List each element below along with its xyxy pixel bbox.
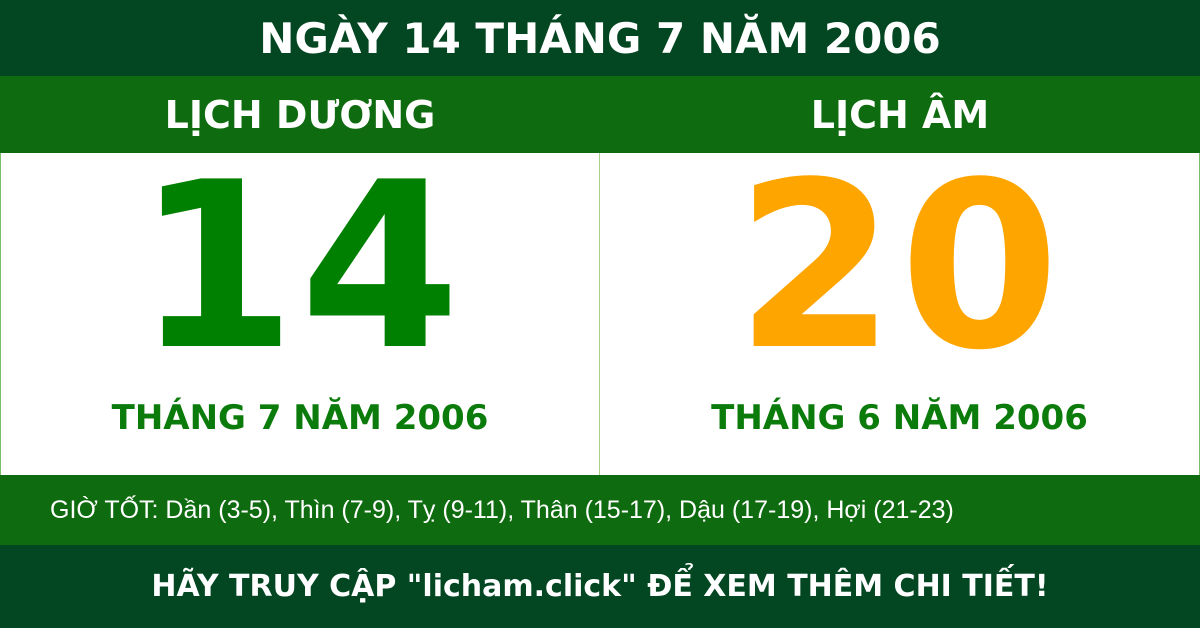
- footer-cta: HÃY TRUY CẬP "licham.click" ĐỂ XEM THÊM …: [0, 545, 1200, 628]
- solar-day: 14: [135, 134, 465, 401]
- lunar-month-year: THÁNG 6 NĂM 2006: [711, 398, 1088, 438]
- lunar-calendar-label: LỊCH ÂM: [810, 92, 990, 137]
- lunar-day: 20: [735, 134, 1064, 401]
- solar-month-year: THÁNG 7 NĂM 2006: [111, 398, 489, 438]
- calendar-body: 14 THÁNG 7 NĂM 2006 20 THÁNG 6 NĂM 2006: [0, 153, 1200, 475]
- calendar-headers: LỊCH DƯƠNG LỊCH ÂM: [0, 76, 1200, 153]
- lunar-panel: 20 THÁNG 6 NĂM 2006: [600, 153, 1199, 475]
- solar-panel: 14 THÁNG 7 NĂM 2006: [1, 153, 600, 475]
- page-title: NGÀY 14 THÁNG 7 NĂM 2006: [0, 0, 1200, 76]
- good-hours: GIỜ TỐT: Dần (3-5), Thìn (7-9), Tỵ (9-11…: [0, 475, 1200, 545]
- solar-calendar-label: LỊCH DƯƠNG: [164, 92, 436, 137]
